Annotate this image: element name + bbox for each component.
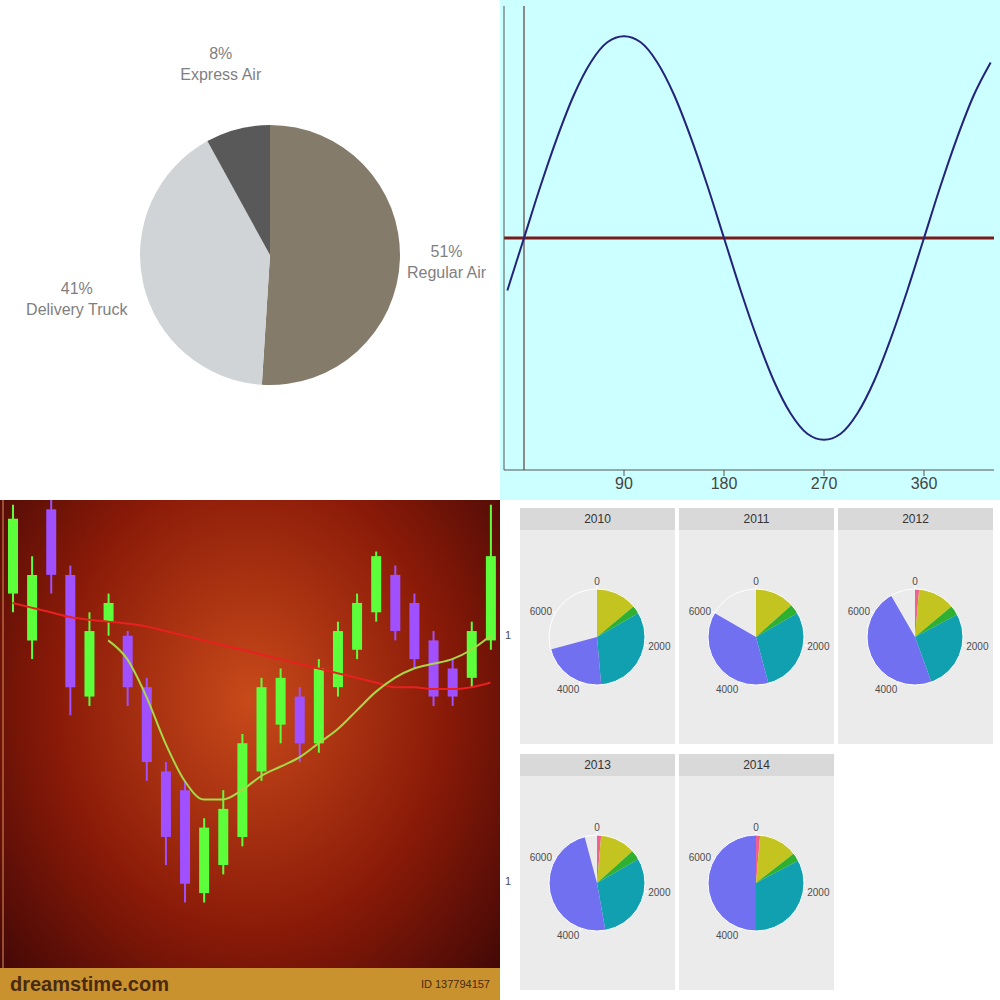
- html-text:2010: 2010: [584, 512, 611, 526]
- svg-text:0: 0: [753, 822, 759, 833]
- svg-text:6000: 6000: [689, 606, 712, 617]
- svg-text:6000: 6000: [689, 852, 712, 863]
- svg-text:0: 0: [912, 576, 918, 587]
- html-text:1: 1: [505, 875, 512, 887]
- svg-text:0: 0: [594, 576, 600, 587]
- svg-text:41%Delivery Truck: 41%Delivery Truck: [26, 280, 128, 318]
- svg-text:2000: 2000: [807, 887, 830, 898]
- svg-text:4000: 4000: [875, 684, 898, 695]
- svg-text:0: 0: [753, 576, 759, 587]
- svg-text:2000: 2000: [648, 887, 671, 898]
- svg-text:6000: 6000: [530, 606, 553, 617]
- html-text:1: 1: [505, 629, 512, 641]
- svg-text:4000: 4000: [557, 930, 580, 941]
- html-text:2013: 2013: [584, 758, 611, 772]
- svg-text:2000: 2000: [966, 641, 989, 652]
- html-text:dreamstime.com: dreamstime.com: [10, 972, 169, 995]
- svg-text:180: 180: [711, 475, 738, 492]
- svg-text:2000: 2000: [648, 641, 671, 652]
- svg-text:2000: 2000: [807, 641, 830, 652]
- html-text:2011: 2011: [743, 512, 770, 526]
- svg-text:4000: 4000: [716, 684, 739, 695]
- svg-text:4000: 4000: [557, 684, 580, 695]
- html-text:2014: 2014: [743, 758, 770, 772]
- html-text:2012: 2012: [902, 512, 929, 526]
- svg-text:0: 0: [594, 822, 600, 833]
- svg-text:51%Regular Air: 51%Regular Air: [407, 243, 487, 281]
- svg-text:90: 90: [615, 475, 633, 492]
- svg-text:6000: 6000: [530, 852, 553, 863]
- html-text:ID 137794157: ID 137794157: [420, 978, 490, 990]
- svg-text:270: 270: [811, 475, 838, 492]
- svg-text:360: 360: [911, 475, 938, 492]
- svg-text:8%Express Air: 8%Express Air: [180, 45, 262, 83]
- svg-text:4000: 4000: [716, 930, 739, 941]
- svg-text:6000: 6000: [848, 606, 871, 617]
